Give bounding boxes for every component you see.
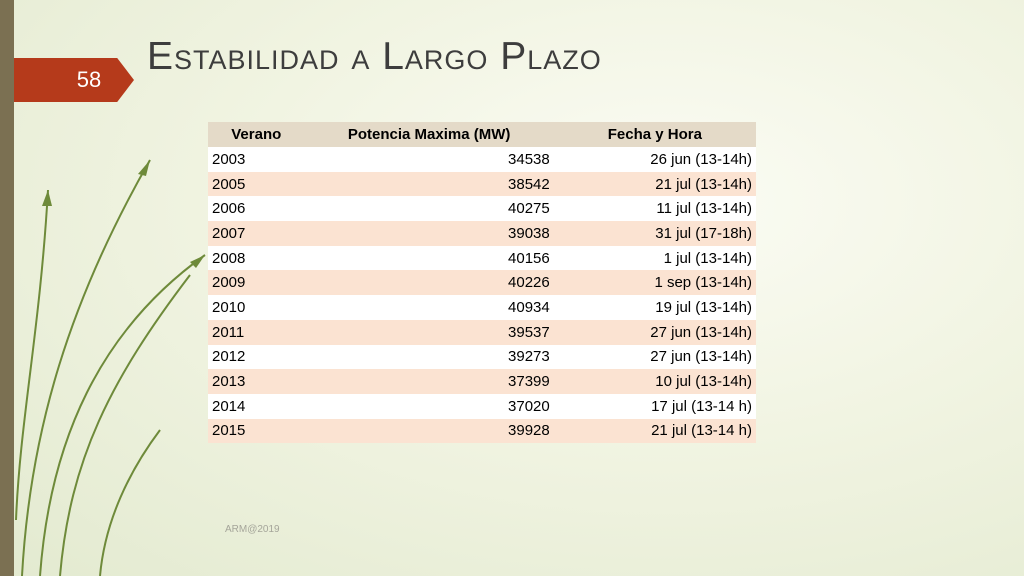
cell-year: 2009 bbox=[208, 270, 305, 296]
slide-title: Estabilidad a Largo Plazo bbox=[147, 35, 602, 78]
cell-power: 34538 bbox=[304, 147, 554, 172]
table-row: 2007 39038 31 jul (17-18h) bbox=[208, 221, 756, 246]
cell-power: 39273 bbox=[304, 344, 554, 370]
cell-date: 1 jul (13-14h) bbox=[553, 245, 756, 271]
left-accent-bar bbox=[0, 0, 14, 576]
cell-power: 39038 bbox=[304, 221, 554, 246]
slide-number-tab bbox=[14, 58, 134, 102]
cell-year: 2006 bbox=[208, 196, 305, 222]
cell-year: 2008 bbox=[208, 245, 305, 271]
cell-date: 1 sep (13-14h) bbox=[553, 270, 756, 296]
table-row: 2009 40226 1 sep (13-14h) bbox=[208, 270, 756, 296]
cell-date: 21 jul (13-14 h) bbox=[553, 418, 756, 444]
cell-date: 21 jul (13-14h) bbox=[553, 171, 756, 197]
cell-power: 40934 bbox=[304, 295, 554, 320]
deco-curve-5 bbox=[99, 429, 161, 576]
cell-date: 31 jul (17-18h) bbox=[553, 221, 756, 246]
cell-year: 2007 bbox=[208, 221, 305, 246]
decorative-arrows bbox=[15, 159, 206, 576]
peak-power-table: Verano Potencia Maxima (MW) Fecha y Hora… bbox=[208, 122, 756, 444]
slide-number: 58 bbox=[76, 67, 102, 92]
header-fecha: Fecha y Hora bbox=[553, 122, 756, 147]
table-row: 2011 39537 27 jun (13-14h) bbox=[208, 319, 756, 345]
table-row: 2015 39928 21 jul (13-14 h) bbox=[208, 418, 756, 444]
table-row: 2008 40156 1 jul (13-14h) bbox=[208, 245, 756, 271]
cell-year: 2005 bbox=[208, 171, 305, 197]
deco-curve-2 bbox=[39, 254, 206, 576]
cell-date: 11 jul (13-14h) bbox=[553, 196, 756, 222]
cell-power: 37399 bbox=[304, 369, 554, 394]
header-potencia: Potencia Maxima (MW) bbox=[304, 122, 554, 147]
cell-date: 27 jun (13-14h) bbox=[553, 319, 756, 345]
table-row: 2014 37020 17 jul (13-14 h) bbox=[208, 393, 756, 419]
cell-date: 19 jul (13-14h) bbox=[553, 295, 756, 320]
cell-year: 2010 bbox=[208, 295, 305, 320]
table-row: 2013 37399 10 jul (13-14h) bbox=[208, 369, 756, 394]
cell-year: 2013 bbox=[208, 369, 305, 394]
cell-year: 2014 bbox=[208, 393, 305, 419]
cell-power: 40156 bbox=[304, 245, 554, 271]
cell-year: 2003 bbox=[208, 147, 305, 172]
deco-arrowhead-1 bbox=[138, 160, 150, 176]
table-row: 2006 40275 11 jul (13-14h) bbox=[208, 196, 756, 222]
cell-year: 2011 bbox=[208, 319, 305, 345]
table-row: 2003 34538 26 jun (13-14h) bbox=[208, 147, 756, 172]
table-row: 2005 38542 21 jul (13-14h) bbox=[208, 171, 756, 197]
cell-date: 27 jun (13-14h) bbox=[553, 344, 756, 370]
slide-footer: ARM@2019 bbox=[225, 524, 280, 535]
deco-arrowhead-2 bbox=[190, 255, 205, 268]
cell-power: 39928 bbox=[304, 418, 554, 444]
deco-arrowhead-3 bbox=[42, 190, 52, 206]
cell-date: 17 jul (13-14 h) bbox=[553, 393, 756, 419]
cell-date: 26 jun (13-14h) bbox=[553, 147, 756, 172]
table-row: 2012 39273 27 jun (13-14h) bbox=[208, 344, 756, 370]
cell-power: 39537 bbox=[304, 319, 554, 345]
cell-power: 37020 bbox=[304, 393, 554, 419]
cell-year: 2015 bbox=[208, 418, 305, 444]
cell-year: 2012 bbox=[208, 344, 305, 370]
deco-curve-4 bbox=[15, 189, 49, 521]
cell-power: 38542 bbox=[304, 171, 554, 197]
cell-power: 40226 bbox=[304, 270, 554, 296]
header-verano: Verano bbox=[208, 122, 305, 147]
table-header-row: Verano Potencia Maxima (MW) Fecha y Hora bbox=[208, 122, 756, 147]
deco-curve-1 bbox=[21, 159, 151, 576]
deco-curve-3 bbox=[59, 274, 191, 576]
cell-power: 40275 bbox=[304, 196, 554, 222]
table-row: 2010 40934 19 jul (13-14h) bbox=[208, 295, 756, 320]
cell-date: 10 jul (13-14h) bbox=[553, 369, 756, 394]
